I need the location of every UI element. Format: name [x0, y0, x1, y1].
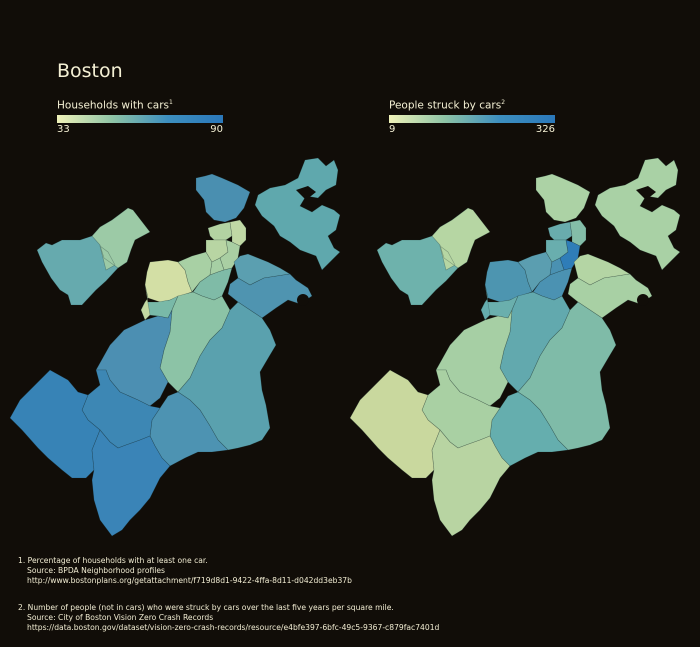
legend-label: Households with cars1: [57, 99, 173, 112]
footnote-source: Source: BPDA Neighborhood profiles: [27, 566, 165, 575]
map-people-struck-by-cars: [349, 157, 681, 537]
map-households-with-cars: [9, 157, 341, 537]
footnote-text: 1. Percentage of households with at leas…: [18, 556, 208, 565]
legend-min: 9: [389, 123, 396, 135]
legend-max: 90: [210, 123, 223, 135]
neighborhood-jamaica-plain: [435, 309, 513, 407]
neighborhood-longwood: [140, 284, 151, 321]
neighborhood-brighton: [431, 207, 491, 271]
neighborhood-west-end: [547, 221, 573, 241]
legend-households-with-cars: Households with cars1 33 90: [57, 99, 223, 135]
neighborhood-hyde-park: [431, 429, 511, 537]
neighborhood-south-boston-waterfront: [233, 253, 291, 286]
neighborhood-charlestown: [535, 173, 591, 223]
page-title: Boston: [57, 60, 123, 82]
footnote-text: 2. Number of people (not in cars) who we…: [18, 603, 394, 612]
neighborhood-west-end: [207, 221, 233, 241]
legend-label: People struck by cars2: [389, 99, 506, 112]
color-scale-bar: [57, 114, 223, 123]
neighborhood-west-roxbury: [9, 369, 101, 479]
color-scale-bar: [389, 114, 555, 123]
neighborhood-longwood: [480, 284, 491, 321]
neighborhood-brighton: [91, 207, 151, 271]
neighborhood-south-boston: [227, 273, 313, 319]
neighborhood-charlestown: [195, 173, 251, 223]
neighborhood-east-boston: [254, 157, 341, 271]
legend-people-struck-by-cars: People struck by cars2 9 326: [389, 99, 555, 135]
neighborhood-north-end: [569, 219, 587, 247]
neighborhood-north-end: [229, 219, 247, 247]
neighborhood-mattapan: [489, 391, 569, 467]
footnote-link[interactable]: http://www.bostonplans.org/getattachment…: [27, 576, 352, 585]
legend-min: 33: [57, 123, 70, 135]
neighborhood-south-boston-waterfront: [573, 253, 631, 286]
neighborhood-east-boston: [594, 157, 681, 271]
legend-max: 326: [535, 123, 555, 135]
footnote-source: Source: City of Boston Vision Zero Crash…: [27, 613, 214, 622]
footnote-link[interactable]: https://data.boston.gov/dataset/vision-z…: [27, 623, 440, 632]
neighborhood-jamaica-plain: [95, 309, 173, 407]
footnote-1: 1. Percentage of households with at leas…: [18, 556, 352, 586]
neighborhood-mattapan: [149, 391, 229, 467]
footnote-2: 2. Number of people (not in cars) who we…: [18, 603, 439, 633]
neighborhood-south-boston: [567, 273, 653, 319]
neighborhood-hyde-park: [91, 429, 171, 537]
neighborhood-west-roxbury: [349, 369, 441, 479]
